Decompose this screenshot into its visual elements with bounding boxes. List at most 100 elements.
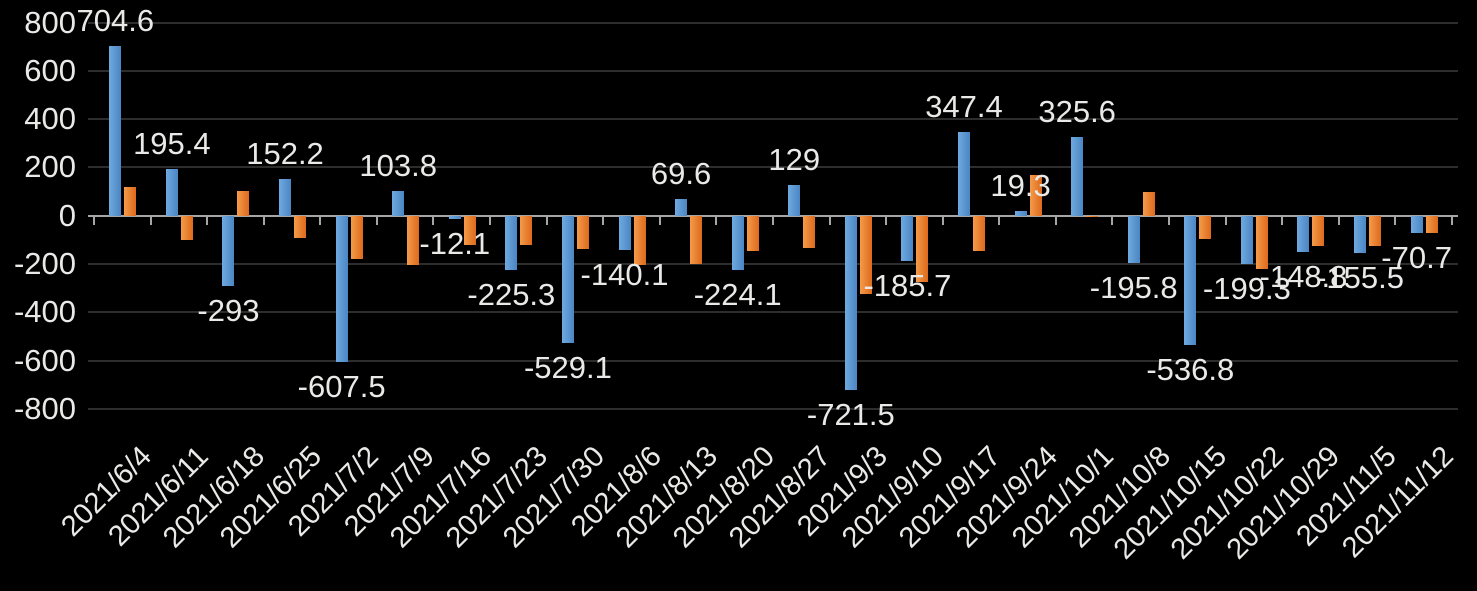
bar-blue xyxy=(1184,215,1197,346)
bar-value-label: -529.1 xyxy=(523,350,612,386)
bar-orange xyxy=(294,215,307,239)
bar-value-label: 103.8 xyxy=(359,147,437,183)
bar-orange xyxy=(520,215,533,245)
y-axis-tick-label: 0 xyxy=(58,197,76,233)
bar-orange xyxy=(350,215,363,259)
bar-orange xyxy=(972,215,985,251)
bar-value-label: -140.1 xyxy=(580,256,669,292)
bar-orange xyxy=(576,215,589,249)
axis-tick-mark xyxy=(1450,215,1453,225)
bar-value-label: 69.6 xyxy=(650,155,712,191)
bar-blue xyxy=(1127,215,1140,263)
gridline xyxy=(88,21,1458,24)
axis-tick-mark xyxy=(1111,215,1114,225)
bar-blue xyxy=(448,215,461,219)
bar-orange xyxy=(1029,174,1042,216)
axis-tick-mark xyxy=(375,215,378,225)
bar-value-label: -199.3 xyxy=(1202,270,1291,306)
y-axis-tick-label: 600 xyxy=(24,52,76,88)
bar-blue xyxy=(618,215,631,250)
axis-tick-mark xyxy=(1281,215,1284,225)
bar-orange xyxy=(633,215,646,266)
bar-blue xyxy=(561,215,574,344)
bar-orange xyxy=(1142,191,1155,216)
bar-orange xyxy=(407,215,420,266)
gridline xyxy=(88,69,1458,72)
bar-blue xyxy=(165,168,178,216)
axis-tick-mark xyxy=(262,215,265,225)
axis-tick-mark xyxy=(828,215,831,225)
axis-tick-mark xyxy=(941,215,944,225)
bar-orange xyxy=(1425,215,1438,234)
axis-tick-mark xyxy=(602,215,605,225)
axis-tick-mark xyxy=(206,215,209,225)
y-axis-tick-label: 200 xyxy=(24,149,76,185)
bar-blue xyxy=(392,190,405,216)
bar-blue xyxy=(109,45,122,216)
bar-orange xyxy=(746,215,759,252)
axis-tick-mark xyxy=(885,215,888,225)
bar-blue xyxy=(844,215,857,390)
axis-tick-mark xyxy=(489,215,492,225)
bar-orange xyxy=(124,186,137,216)
bar-value-label: -721.5 xyxy=(806,396,895,432)
y-axis-tick-label: -800 xyxy=(13,390,76,426)
bar-orange xyxy=(859,215,872,295)
bar-value-label: -607.5 xyxy=(297,369,386,405)
bar-value-label: -148.8 xyxy=(1259,258,1348,294)
bar-value-label: 19.3 xyxy=(990,168,1051,204)
y-axis-tick-label: 800 xyxy=(24,4,76,40)
axis-tick-mark xyxy=(545,215,548,225)
bar-blue xyxy=(675,198,688,216)
bar-value-label: -12.1 xyxy=(419,225,491,261)
bar-value-label: -155.5 xyxy=(1316,260,1404,296)
bar-blue xyxy=(1297,215,1310,252)
axis-tick-mark xyxy=(715,215,718,225)
bar-blue xyxy=(1354,215,1367,254)
bar-value-label: -185.7 xyxy=(863,267,952,303)
bar-orange xyxy=(1255,215,1268,269)
bar-blue xyxy=(222,215,235,287)
axis-tick-mark xyxy=(319,215,322,225)
bar-orange xyxy=(803,215,816,249)
bar-orange xyxy=(1199,215,1212,240)
y-axis-tick-label: 400 xyxy=(24,101,76,137)
bar-value-label: -293 xyxy=(197,293,260,329)
bar-blue xyxy=(335,215,348,363)
gridline xyxy=(88,359,1458,362)
bar-value-label: -195.8 xyxy=(1089,269,1178,305)
bar-orange xyxy=(690,215,703,264)
bar-blue xyxy=(1014,211,1027,216)
axis-tick-mark xyxy=(149,215,152,225)
bar-orange xyxy=(916,215,929,283)
bar-blue xyxy=(1410,215,1423,233)
axis-tick-mark xyxy=(771,215,774,225)
y-axis-tick-label: -200 xyxy=(13,246,76,281)
bar-value-label: 129 xyxy=(768,141,821,177)
bar-value-label: 195.4 xyxy=(133,125,211,161)
gridline xyxy=(88,118,1458,121)
axis-tick-mark xyxy=(432,215,435,225)
bar-value-label: -224.1 xyxy=(693,276,782,312)
bar-value-label: 325.6 xyxy=(1038,94,1116,130)
bar-orange xyxy=(1086,215,1099,218)
axis-tick-mark xyxy=(1054,215,1057,225)
bar-blue xyxy=(505,215,518,271)
bar-blue xyxy=(731,215,744,270)
bar-orange xyxy=(1312,215,1325,246)
y-axis-tick-label: -400 xyxy=(13,294,76,330)
bar-value-label: 704.6 xyxy=(76,2,155,38)
bar-blue xyxy=(1071,137,1084,216)
bar-orange xyxy=(237,190,250,216)
bar-orange xyxy=(463,215,476,245)
axis-tick-mark xyxy=(93,215,95,225)
bar-blue xyxy=(957,131,970,216)
axis-tick-mark xyxy=(998,215,1001,225)
axis-tick-mark xyxy=(1224,215,1227,225)
bar-value-label: -70.7 xyxy=(1381,239,1452,275)
gridline xyxy=(88,407,1458,410)
axis-tick-mark xyxy=(1337,215,1340,225)
bar-blue xyxy=(901,215,914,261)
bar-value-label: -225.3 xyxy=(467,277,556,313)
